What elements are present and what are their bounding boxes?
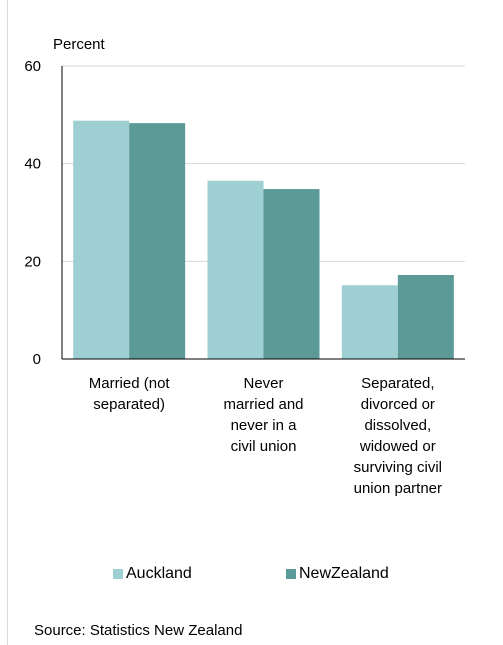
y-tick-label: 20 (24, 253, 41, 270)
category-label-line: widowed or (359, 438, 436, 455)
bar-auckland-0 (73, 120, 130, 360)
bars (62, 120, 465, 360)
category-label-line: surviving civil (354, 459, 442, 476)
category-label-line: civil union (231, 438, 297, 455)
y-tick-label: 60 (24, 58, 41, 75)
legend-label-newzealand: NewZealand (299, 565, 389, 582)
category-label-line: separated) (93, 396, 165, 413)
legend-label-auckland: Auckland (126, 565, 192, 582)
category-labels: Married (not separated) Never married and ne… (89, 375, 442, 497)
category-label: Never married and never in a civil union (223, 375, 303, 455)
y-tick-label: 0 (33, 351, 41, 368)
legend-item-newzealand: NewZealand (286, 565, 389, 583)
legend-swatch-auckland (113, 569, 123, 579)
bar-newzealand-2 (397, 275, 454, 359)
y-tick-label: 40 (24, 156, 41, 173)
category-label-line: Never (243, 375, 283, 392)
bar-auckland-2 (341, 285, 398, 359)
bar-newzealand-1 (263, 189, 320, 359)
category-label-line: union partner (354, 480, 442, 497)
bar-chart: Percent 0 20 40 60 Married (not separated) Ne… (24, 36, 465, 497)
bar-newzealand-0 (129, 123, 186, 359)
category-label-line: married and (223, 396, 303, 413)
legend-swatch-newzealand (286, 569, 296, 579)
category-label: Separated, divorced or dissolved, widowed o… (354, 375, 442, 497)
category-label-line: Separated, (361, 375, 434, 392)
category-label-line: never in a (231, 417, 298, 434)
bar-auckland-1 (207, 180, 264, 359)
category-label-line: Married (not (89, 375, 171, 392)
category-label: Married (not separated) (89, 375, 171, 413)
left-border (7, 0, 8, 645)
category-label-line: dissolved, (364, 417, 431, 434)
y-axis-title: Percent (53, 36, 106, 53)
y-tick-labels: 0 20 40 60 (24, 58, 41, 368)
legend-item-auckland: Auckland (113, 565, 192, 583)
category-label-line: divorced or (361, 396, 435, 413)
source-note: Source: Statistics New Zealand (34, 622, 243, 639)
legend: Auckland NewZealand (0, 565, 503, 587)
